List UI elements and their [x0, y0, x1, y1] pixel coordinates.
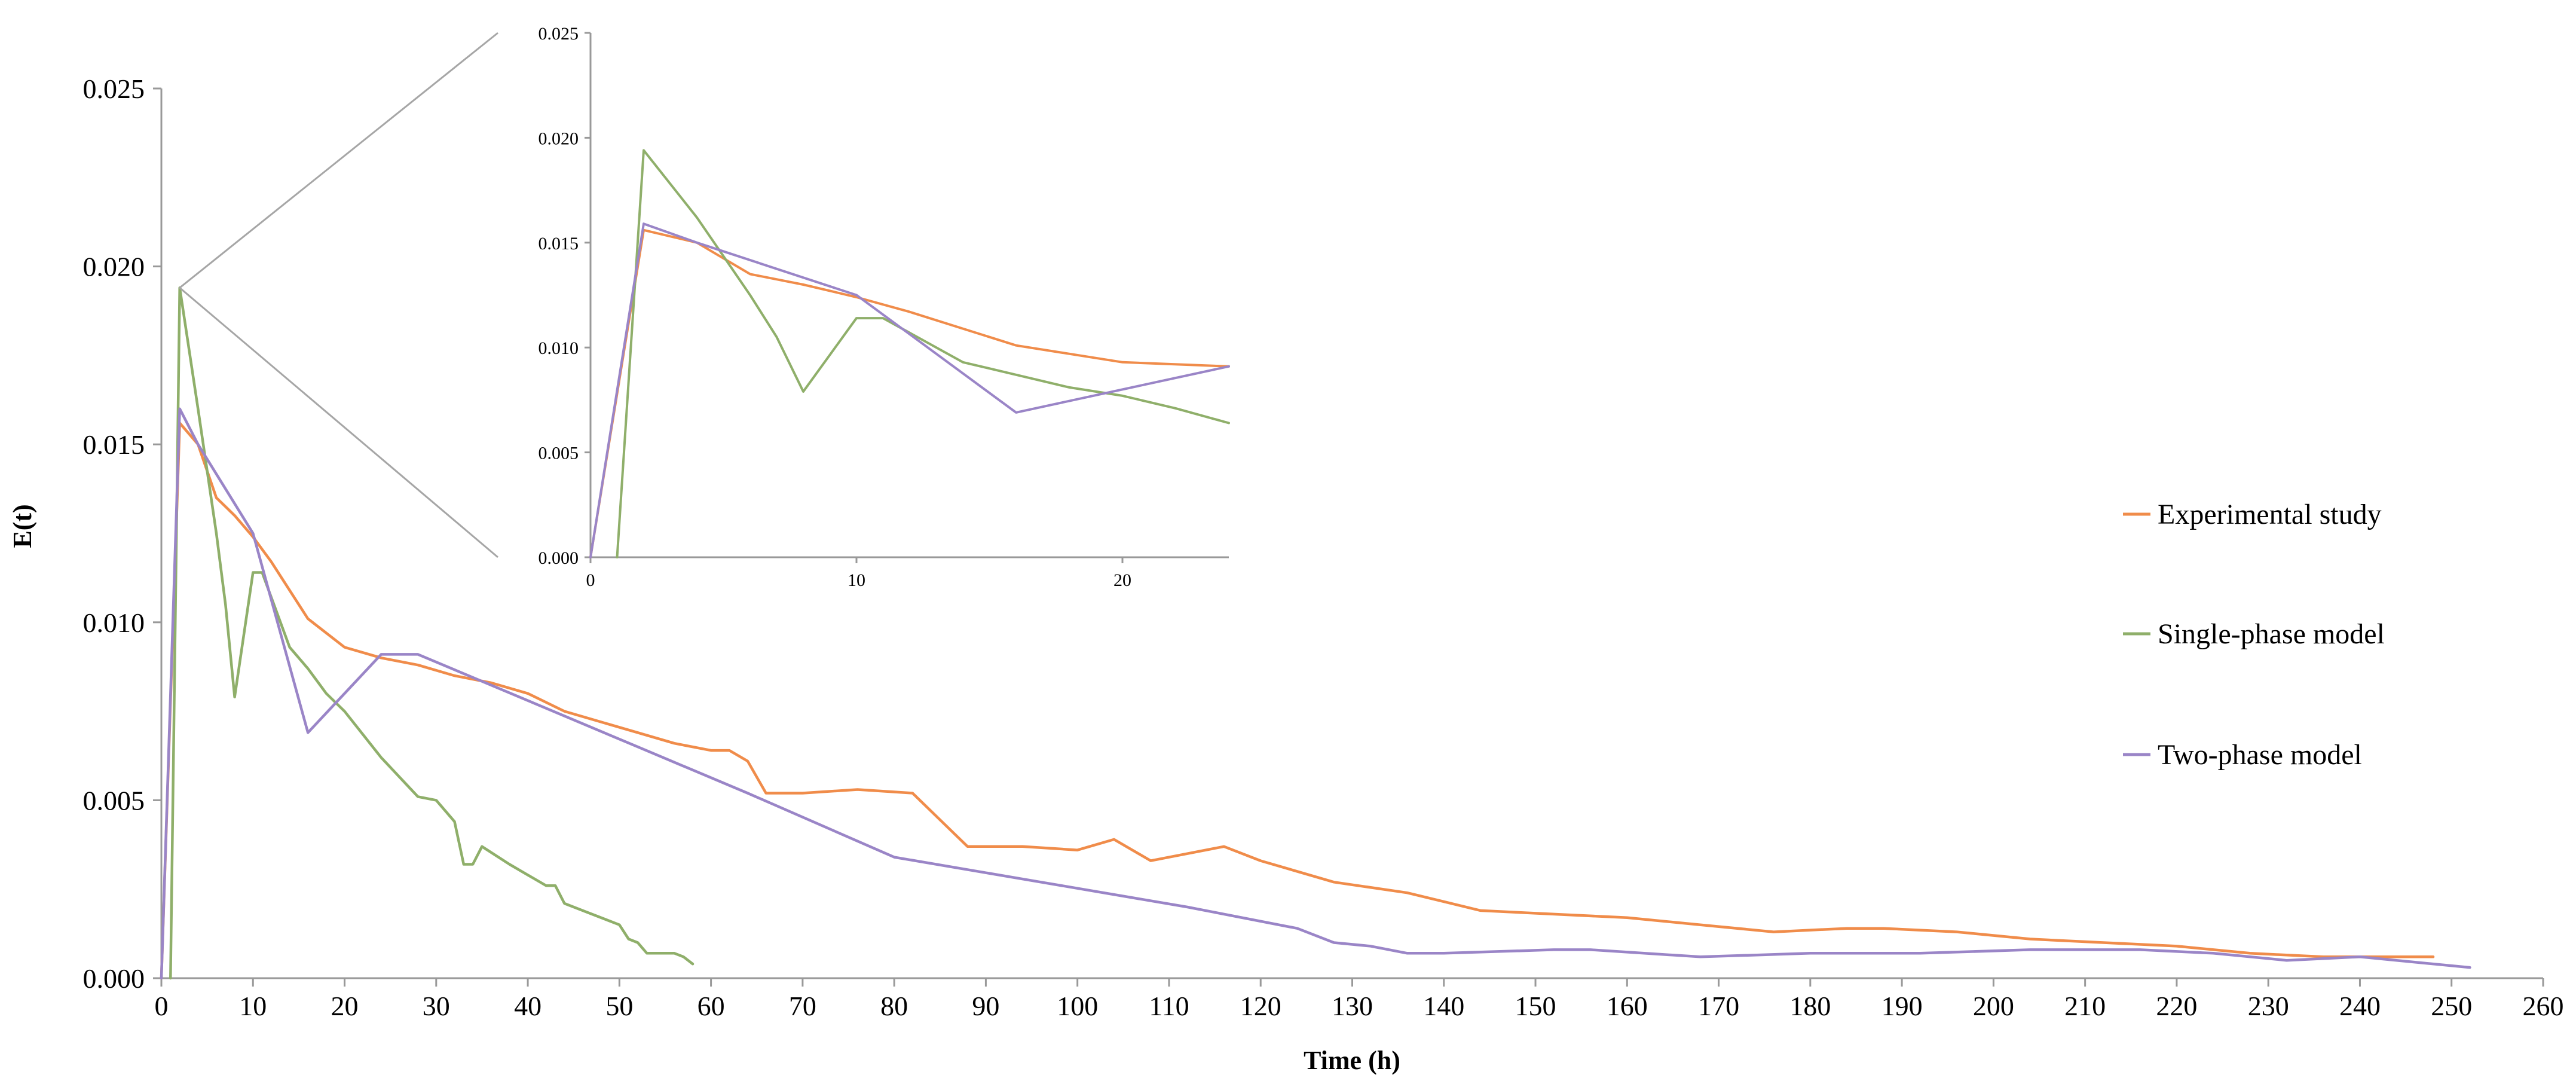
inset-plot-area: 0.000 0.005 0.010 0.015 0.020 0.025 0 10 20 — [179, 24, 1230, 590]
inset-x-tick-label: 20 — [1113, 570, 1131, 590]
x-tick-label: 0 — [155, 991, 169, 1021]
x-tick-label: 80 — [880, 991, 908, 1021]
x-tick-label: 60 — [697, 991, 725, 1021]
y-tick-label: 0.020 — [83, 252, 145, 282]
x-tick-label: 210 — [2064, 991, 2106, 1021]
zoom-connector-line — [179, 32, 498, 289]
x-tick-label: 260 — [2523, 991, 2564, 1021]
x-tick-label: 20 — [331, 991, 359, 1021]
x-tick-label: 160 — [1607, 991, 1648, 1021]
inset-x-tick-label: 0 — [586, 570, 595, 590]
x-tick-label: 120 — [1240, 991, 1281, 1021]
legend-label-experimental-study: Experimental study — [2158, 499, 2382, 530]
y-tick-label: 0.015 — [83, 429, 145, 460]
x-tick-label: 10 — [239, 991, 267, 1021]
x-tick-label: 30 — [423, 991, 450, 1021]
inset-y-tick-label: 0.010 — [539, 338, 579, 358]
inset-y-tick-label: 0.015 — [539, 234, 579, 254]
legend: Experimental study Single-phase model Two-… — [2123, 499, 2385, 771]
x-tick-label: 250 — [2431, 991, 2472, 1021]
x-tick-label: 90 — [972, 991, 999, 1021]
x-tick-label: 180 — [1789, 991, 1831, 1021]
y-tick-label: 0.010 — [83, 607, 145, 638]
x-tick-label: 230 — [2248, 991, 2289, 1021]
inset-y-tick-label: 0.000 — [539, 548, 579, 568]
x-tick-label: 50 — [605, 991, 633, 1021]
x-axis-title: Time (h) — [1304, 1046, 1400, 1075]
legend-label-single-phase-model: Single-phase model — [2158, 618, 2385, 650]
x-tick-label: 130 — [1332, 991, 1373, 1021]
x-tick-label: 140 — [1423, 991, 1464, 1021]
zoom-connector-line — [179, 287, 498, 558]
series-line-two-phase-model — [160, 407, 2471, 980]
inset-series-line-experimental-study — [589, 228, 1230, 558]
inset-x-tick-label: 10 — [848, 570, 865, 590]
x-tick-label: 40 — [514, 991, 541, 1021]
x-tick-label: 190 — [1881, 991, 1923, 1021]
x-tick-label: 220 — [2156, 991, 2197, 1021]
y-tick-label: 0.025 — [83, 74, 145, 104]
main-plot-area: 0.000 0.005 0.010 0.015 0.020 0.025 0 10 20 30 40 5… — [83, 74, 2564, 1021]
series-line-single-phase-model — [169, 286, 695, 980]
y-axis-title: E(t) — [8, 504, 37, 548]
x-tick-label: 200 — [1973, 991, 2014, 1021]
inset-y-tick-label: 0.020 — [539, 129, 579, 148]
legend-label-two-phase-model: Two-phase model — [2158, 739, 2362, 771]
x-tick-label: 240 — [2339, 991, 2381, 1021]
y-tick-label: 0.005 — [83, 785, 145, 816]
inset-series-line-two-phase-model — [589, 222, 1230, 558]
x-tick-label: 100 — [1057, 991, 1098, 1021]
y-tick-label: 0.000 — [83, 963, 145, 994]
inset-series-line-single-phase-model — [616, 149, 1230, 558]
series-line-experimental-study — [160, 422, 2435, 980]
x-tick-label: 150 — [1515, 991, 1556, 1021]
inset-y-tick-label: 0.025 — [539, 24, 579, 44]
x-tick-label: 110 — [1149, 991, 1189, 1021]
inset-y-tick-label: 0.005 — [539, 444, 579, 463]
x-tick-label: 170 — [1698, 991, 1739, 1021]
x-tick-label: 70 — [789, 991, 816, 1021]
